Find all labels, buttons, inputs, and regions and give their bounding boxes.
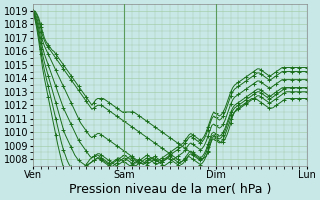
- X-axis label: Pression niveau de la mer( hPa ): Pression niveau de la mer( hPa ): [69, 183, 271, 196]
